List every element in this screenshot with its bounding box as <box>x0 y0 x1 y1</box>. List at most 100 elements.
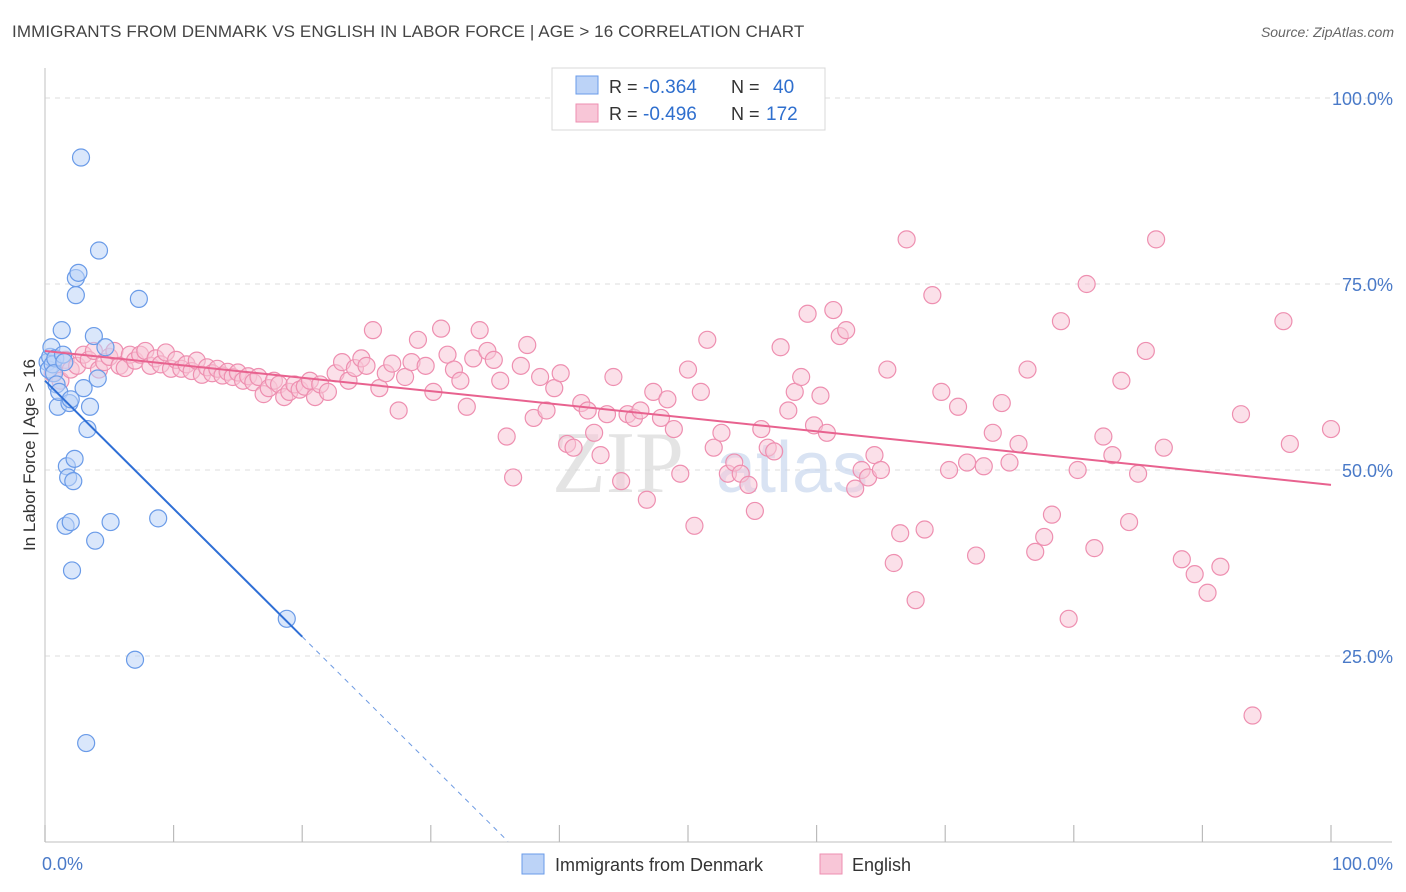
y-axis-label: In Labor Force | Age > 16 <box>20 359 39 551</box>
legend-r-label: R = <box>609 77 638 97</box>
watermark: ZIP <box>552 415 684 512</box>
point-english <box>1009 434 1028 454</box>
point-english <box>1000 453 1019 472</box>
legend-swatch-pink <box>575 103 599 123</box>
point-english <box>631 401 650 420</box>
trend-line-denmark-extension <box>301 636 509 842</box>
points-layer <box>38 148 1341 753</box>
point-english <box>779 401 798 420</box>
point-english <box>691 382 710 401</box>
bottom-legend-label: Immigrants from Denmark <box>555 855 764 875</box>
point-denmark <box>78 419 97 439</box>
legend-swatch-blue <box>575 75 599 95</box>
point-english <box>1172 550 1191 569</box>
point-english <box>644 382 663 401</box>
point-denmark <box>129 289 148 308</box>
point-english <box>457 397 476 416</box>
bottom-legend-swatch-pink <box>819 853 843 875</box>
point-english <box>451 371 470 390</box>
y-tick-label: 50.0% <box>1342 461 1393 481</box>
point-denmark <box>52 321 71 340</box>
y-tick-label: 25.0% <box>1342 647 1393 667</box>
point-english <box>923 286 942 305</box>
point-english <box>837 321 856 340</box>
point-english <box>537 401 556 420</box>
legend-r-label: R = <box>609 104 638 124</box>
point-denmark <box>89 241 109 260</box>
point-english <box>698 330 717 349</box>
point-english <box>491 371 510 390</box>
point-english <box>871 460 891 480</box>
point-english <box>1068 460 1087 480</box>
point-english <box>811 386 830 405</box>
point-english <box>891 524 910 543</box>
point-english <box>1280 434 1299 454</box>
point-english <box>497 427 516 446</box>
trend-line-english <box>44 349 1332 486</box>
trend-layer <box>44 349 1332 842</box>
point-english <box>1085 539 1104 558</box>
point-english <box>551 364 570 383</box>
grid-layer <box>45 97 1392 657</box>
x-tick-label: 0.0% <box>42 854 83 874</box>
point-english <box>992 393 1011 413</box>
bottom-legend: Immigrants from Denmark English <box>521 853 911 875</box>
point-english <box>363 321 383 340</box>
point-english <box>604 367 623 387</box>
point-english <box>664 419 683 439</box>
point-denmark <box>71 148 91 167</box>
legend-n-label: N = <box>731 104 760 124</box>
point-denmark <box>125 650 145 669</box>
point-english <box>1243 706 1262 725</box>
point-denmark <box>277 609 296 628</box>
point-english <box>739 475 758 494</box>
point-english <box>484 350 503 369</box>
trend-line-denmark <box>44 380 303 638</box>
point-english <box>1185 565 1204 584</box>
point-english <box>948 397 968 416</box>
point-denmark <box>66 286 85 305</box>
point-denmark <box>61 390 80 409</box>
point-english <box>1274 312 1293 331</box>
point-english <box>578 401 597 420</box>
legend-r-value: -0.496 <box>643 104 697 125</box>
point-english <box>408 330 428 349</box>
point-english <box>1103 446 1122 465</box>
point-english <box>685 516 704 535</box>
point-denmark <box>61 512 80 532</box>
chart-source: Source: ZipAtlas.com <box>1260 24 1394 40</box>
point-english <box>792 367 811 387</box>
legend-n-label: N = <box>731 77 760 97</box>
point-english <box>470 321 489 340</box>
legend-n-value: 40 <box>773 77 794 98</box>
point-english <box>671 464 690 483</box>
point-english <box>1051 312 1071 331</box>
point-english <box>1154 438 1173 457</box>
legend-box: R = -0.364 N = 40 R = -0.496 N = 172 <box>551 67 826 131</box>
point-denmark <box>84 326 103 346</box>
point-english <box>771 338 790 357</box>
point-english <box>878 360 897 379</box>
point-english <box>612 472 631 491</box>
point-english <box>389 401 408 420</box>
point-english <box>416 356 435 375</box>
point-english <box>957 453 977 472</box>
point-english <box>1059 609 1078 628</box>
point-english <box>1321 419 1341 439</box>
point-english <box>357 356 376 375</box>
point-english <box>1147 230 1166 249</box>
point-english <box>1094 427 1113 446</box>
x-tick-label: 100.0% <box>1332 854 1393 874</box>
point-english <box>1042 505 1062 524</box>
point-english <box>1018 360 1037 379</box>
point-denmark <box>77 733 96 753</box>
point-english <box>511 356 530 375</box>
bottom-legend-label: English <box>852 855 911 875</box>
point-english <box>906 591 925 610</box>
point-english <box>798 304 817 323</box>
bottom-legend-swatch-blue <box>521 853 545 875</box>
point-english <box>518 335 537 355</box>
point-english <box>897 230 916 249</box>
point-denmark <box>62 561 82 580</box>
